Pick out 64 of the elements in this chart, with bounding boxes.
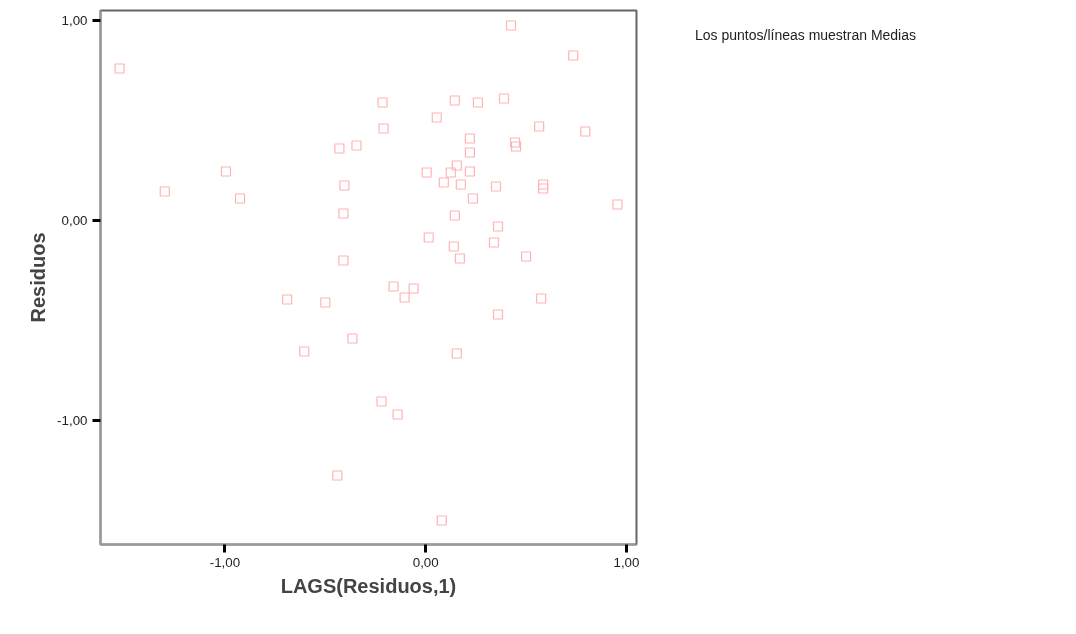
point xyxy=(449,210,460,221)
y-axis-title: Residuos xyxy=(27,232,50,323)
y-tick-label: 0,00 xyxy=(61,213,88,228)
point xyxy=(338,255,349,266)
point xyxy=(612,199,623,210)
y-tick-label: -1,00 xyxy=(57,413,88,428)
y-tick-label: 1,00 xyxy=(61,13,88,28)
point xyxy=(464,166,475,177)
point xyxy=(392,409,403,420)
point xyxy=(436,515,447,526)
point xyxy=(464,147,475,158)
point xyxy=(451,348,462,359)
point xyxy=(451,160,462,171)
point xyxy=(408,283,419,294)
point xyxy=(431,112,442,123)
x-axis-title: LAGS(Residuos,1) xyxy=(280,574,457,597)
point xyxy=(492,221,504,232)
point xyxy=(538,183,549,194)
point xyxy=(339,180,350,191)
point xyxy=(534,121,545,132)
point xyxy=(498,93,510,104)
point xyxy=(449,95,460,106)
point xyxy=(299,346,310,357)
point xyxy=(423,232,434,243)
point xyxy=(464,133,475,144)
point xyxy=(454,253,465,264)
point xyxy=(234,193,246,204)
point xyxy=(505,20,517,31)
point xyxy=(438,177,449,188)
point xyxy=(568,50,579,61)
point xyxy=(399,292,410,303)
point xyxy=(351,140,362,151)
point xyxy=(220,166,232,177)
point xyxy=(378,123,389,134)
point xyxy=(320,297,331,308)
point xyxy=(347,333,358,344)
point xyxy=(114,63,125,74)
point xyxy=(538,179,549,190)
point xyxy=(334,143,345,154)
point xyxy=(536,293,547,304)
point xyxy=(388,281,399,292)
point xyxy=(421,167,432,178)
point xyxy=(377,97,388,108)
x-tick-label: 0,00 xyxy=(412,554,439,570)
point xyxy=(467,193,478,204)
point xyxy=(159,186,170,197)
point xyxy=(455,179,466,190)
point xyxy=(376,396,387,407)
point xyxy=(448,241,459,252)
point xyxy=(490,181,502,192)
point xyxy=(509,137,521,148)
point xyxy=(445,167,456,178)
point xyxy=(472,97,484,108)
point xyxy=(282,294,293,305)
point xyxy=(520,251,532,262)
x-tick-label: -1,00 xyxy=(209,554,241,570)
point xyxy=(510,141,522,152)
point xyxy=(488,237,500,248)
point xyxy=(332,470,343,481)
point xyxy=(580,126,591,137)
text: Los puntos/líneas muestran Medias xyxy=(695,26,917,45)
x-tick-label: 1,00 xyxy=(613,554,640,570)
point xyxy=(492,309,504,320)
point xyxy=(338,208,349,219)
